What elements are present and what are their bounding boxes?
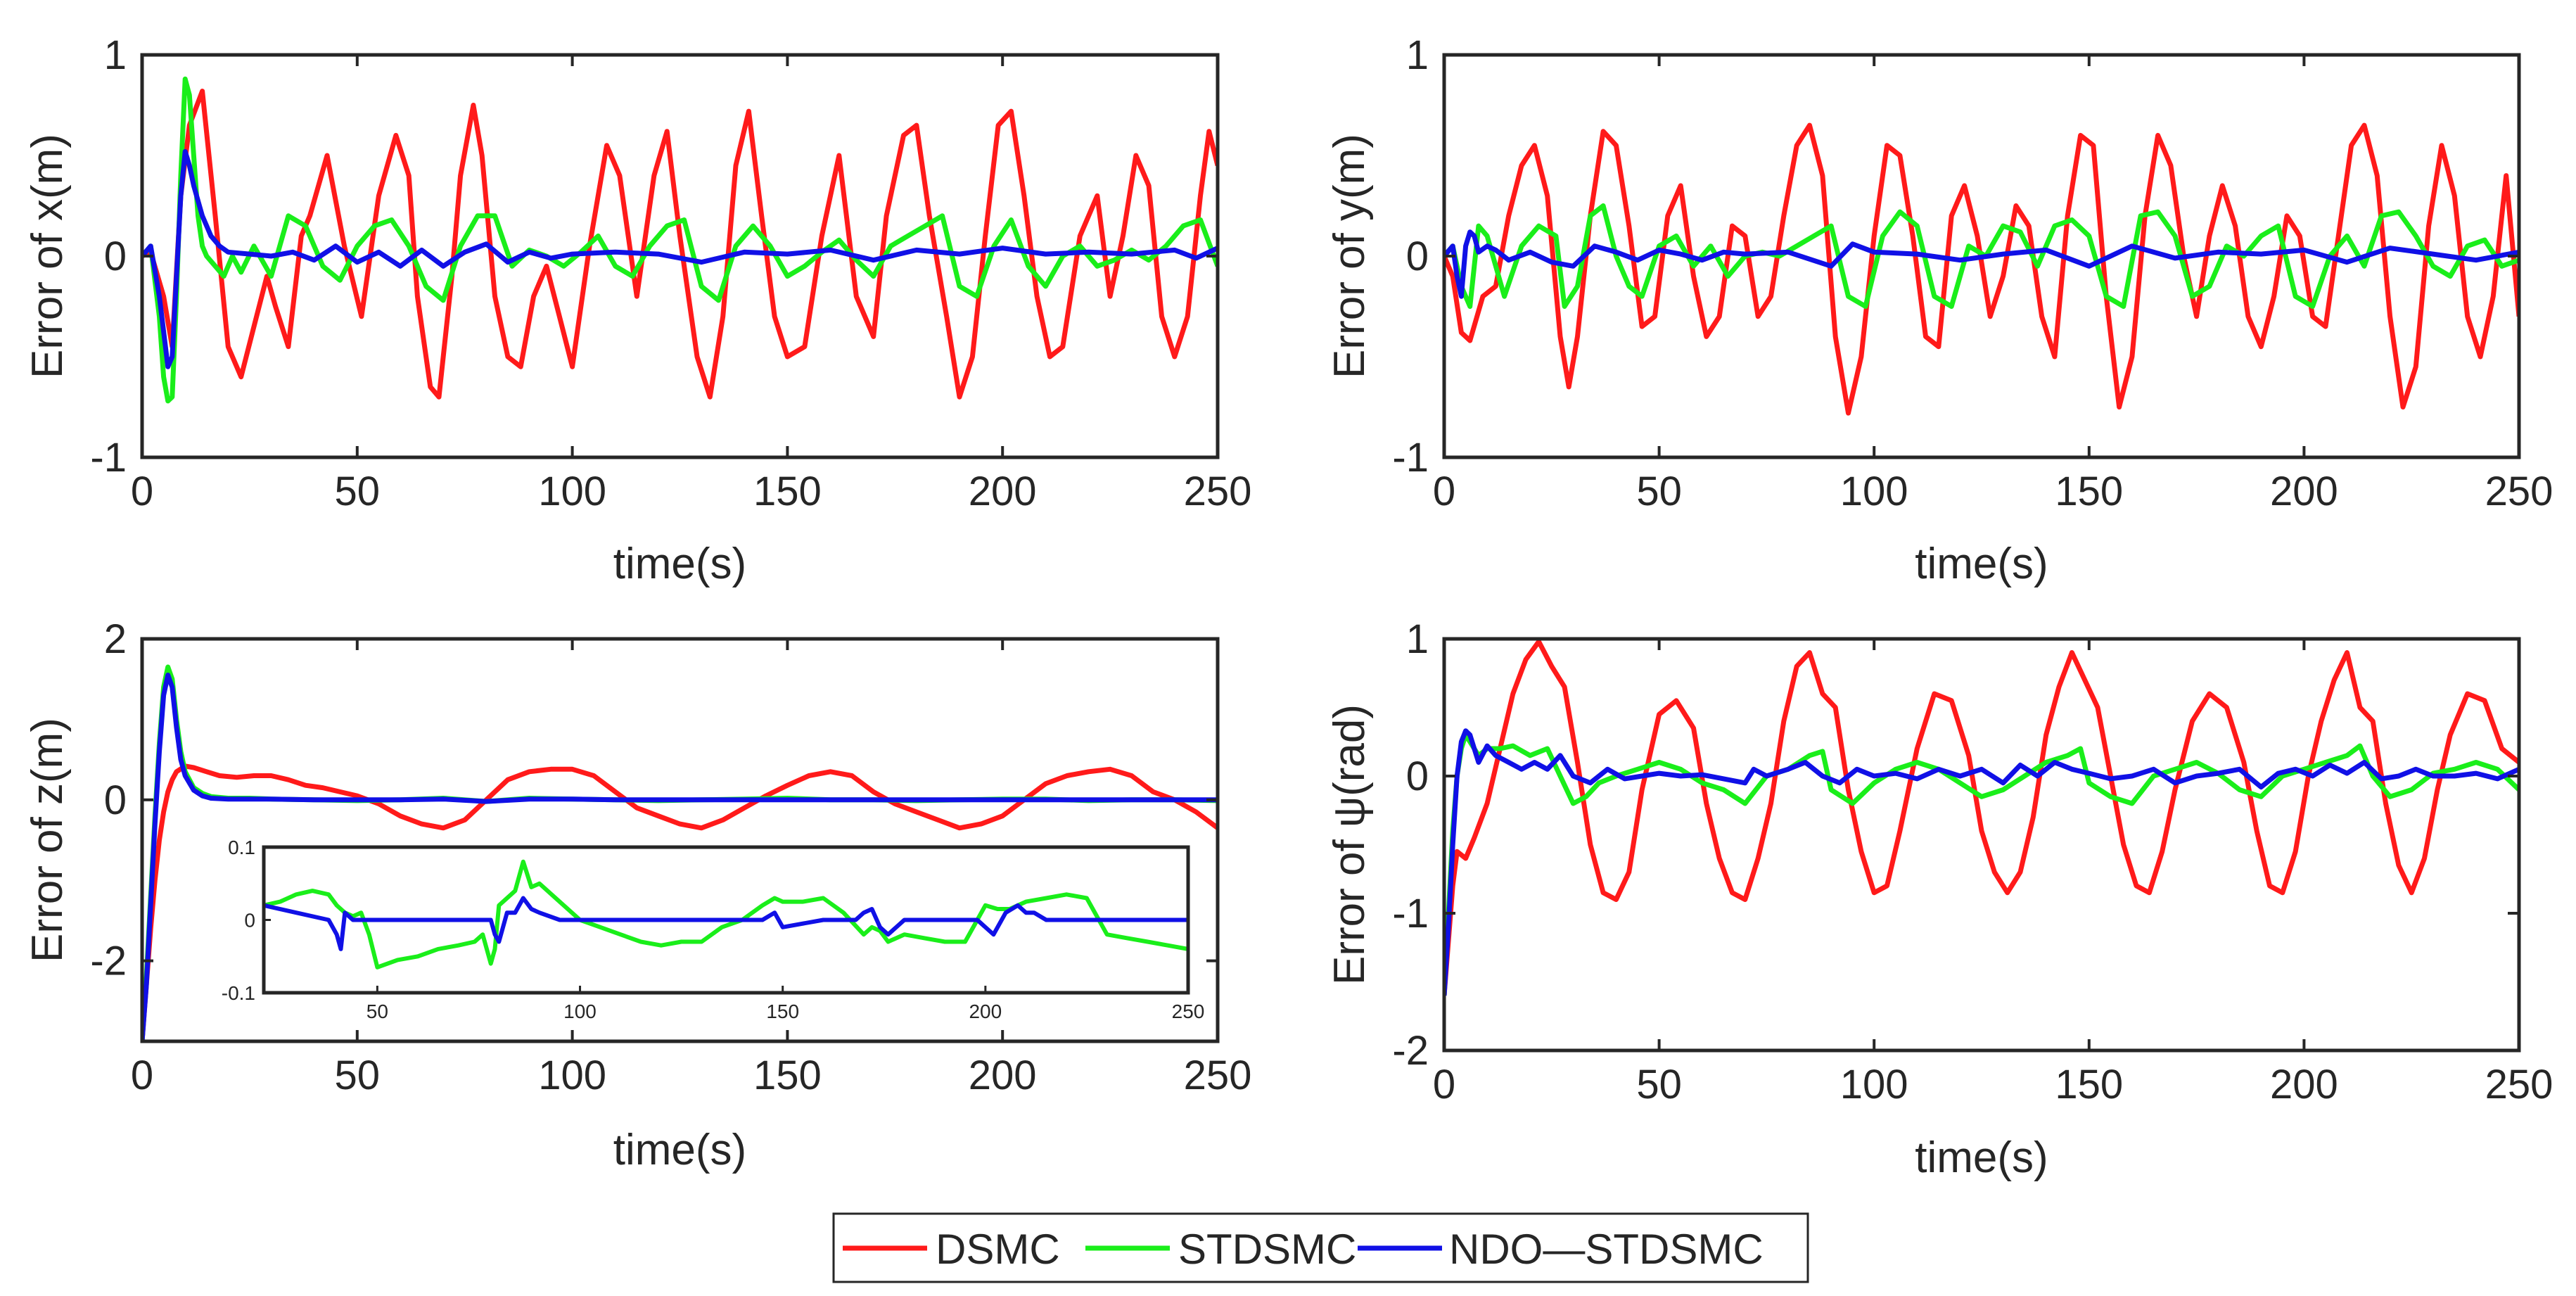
x-tick-label-psi-0: 0 bbox=[1433, 1062, 1455, 1107]
y-axis-label-y: Error of y(m) bbox=[1325, 134, 1374, 379]
x-tick-label-x-50: 50 bbox=[335, 469, 381, 514]
legend: DSMC STDSMC NDO—STDSMC bbox=[832, 1212, 1809, 1283]
inset-series-group bbox=[264, 859, 1188, 970]
x-tick-label-z-50: 50 bbox=[335, 1053, 381, 1098]
y-tick-label-psi-0: 0 bbox=[1406, 754, 1429, 799]
x-axis-label-z: time(s) bbox=[613, 1126, 746, 1174]
y-tick-label-psi--1: -1 bbox=[1392, 891, 1429, 936]
y-tick-label-y-0: 0 bbox=[1406, 234, 1429, 279]
legend-label-ndo-stdsmc: NDO—STDSMC bbox=[1449, 1226, 1764, 1273]
series-line-psi-ndo-stdsmc bbox=[1444, 728, 2519, 996]
series-line-z-dsmc bbox=[142, 763, 1218, 1041]
y-tick-label-y-1: 1 bbox=[1406, 32, 1429, 78]
legend-label-stdsmc: STDSMC bbox=[1178, 1226, 1356, 1273]
legend-label-dsmc: DSMC bbox=[936, 1226, 1060, 1273]
inset-y-tick-label-0.1: 0.1 bbox=[228, 837, 255, 858]
inset-x-tick-label-50: 50 bbox=[366, 1000, 388, 1022]
inset-y-tick-label--0.1: -0.1 bbox=[222, 982, 255, 1004]
panel-psi: 0 50 100 150 200 250 -2 -1 0 1 time(s) Error of ψ(r… bbox=[1325, 616, 2553, 1182]
series-line-y-ndo-stdsmc bbox=[1444, 229, 2519, 299]
axes-z: 0 50 100 150 200 250 -2 0 2 time(s) Error of z(m) bbox=[23, 616, 1251, 1174]
x-tick-label-x-250: 250 bbox=[1184, 469, 1252, 514]
x-tick-label-z-0: 0 bbox=[131, 1053, 153, 1098]
x-tick-label-psi-250: 250 bbox=[2485, 1062, 2553, 1107]
inset-series-line-stdsmc bbox=[264, 859, 1188, 970]
x-tick-label-z-150: 150 bbox=[753, 1053, 822, 1098]
y-tick-label-z-2: 2 bbox=[104, 616, 127, 662]
y-tick-label-x--1: -1 bbox=[90, 435, 127, 481]
inset-x-tick-label-100: 100 bbox=[563, 1000, 597, 1022]
y-tick-label-psi-1: 1 bbox=[1406, 616, 1429, 662]
x-tick-label-y-250: 250 bbox=[2485, 469, 2553, 514]
x-tick-label-y-0: 0 bbox=[1433, 469, 1455, 514]
series-group-y bbox=[1444, 122, 2519, 416]
x-tick-label-z-100: 100 bbox=[538, 1053, 606, 1098]
x-tick-label-psi-100: 100 bbox=[1840, 1062, 1908, 1107]
y-axis-label-psi: Error of ψ(rad) bbox=[1325, 704, 1374, 985]
x-axis-label-psi: time(s) bbox=[1915, 1133, 2048, 1182]
y-tick-label-y--1: -1 bbox=[1392, 435, 1429, 481]
series-line-x-ndo-stdsmc bbox=[142, 148, 1218, 369]
x-tick-label-z-200: 200 bbox=[969, 1053, 1037, 1098]
plot-area-x bbox=[142, 76, 1218, 404]
series-line-z-ndo-stdsmc bbox=[142, 673, 1218, 1041]
y-axis-label-z: Error of z(m) bbox=[23, 718, 72, 963]
inset-x-tick-label-200: 200 bbox=[969, 1000, 1002, 1022]
x-tick-label-x-0: 0 bbox=[131, 469, 153, 514]
x-tick-label-psi-150: 150 bbox=[2055, 1062, 2123, 1107]
y-tick-label-x-0: 0 bbox=[104, 234, 127, 279]
axes-psi: 0 50 100 150 200 250 -2 -1 0 1 time(s) Error of ψ(r… bbox=[1325, 616, 2553, 1182]
x-tick-label-y-50: 50 bbox=[1636, 469, 1682, 514]
y-tick-label-z--2: -2 bbox=[90, 939, 127, 984]
inset-x-tick-label-150: 150 bbox=[766, 1000, 799, 1022]
x-tick-label-y-200: 200 bbox=[2270, 469, 2338, 514]
series-line-y-dsmc bbox=[1444, 122, 2519, 416]
inset-x-tick-label-250: 250 bbox=[1172, 1000, 1205, 1022]
axes-frame-z bbox=[140, 637, 1220, 1043]
plot-area-z bbox=[142, 664, 1218, 1041]
inset-series-line-ndo-stdsmc bbox=[264, 896, 1188, 951]
axes-frame-psi bbox=[1442, 637, 2521, 1053]
x-axis-label-y: time(s) bbox=[1915, 540, 2048, 588]
plot-area-y bbox=[1444, 122, 2519, 416]
plot-area-psi bbox=[1444, 639, 2519, 996]
inset-y-tick-label-0: 0 bbox=[244, 910, 255, 932]
y-tick-label-z-0: 0 bbox=[104, 777, 127, 823]
series-line-psi-dsmc bbox=[1444, 639, 2519, 996]
legend-box bbox=[832, 1212, 1809, 1283]
inset-z: 50 100 150 200 250 -0.1 0 0.1 bbox=[222, 837, 1205, 1022]
series-group-x bbox=[142, 76, 1218, 404]
series-line-y-stdsmc bbox=[1444, 203, 2519, 309]
y-axis-label-x: Error of x(m) bbox=[23, 134, 72, 379]
x-tick-label-x-200: 200 bbox=[969, 469, 1037, 514]
series-group-psi bbox=[1444, 639, 2519, 996]
x-tick-label-psi-50: 50 bbox=[1636, 1062, 1682, 1107]
series-line-psi-stdsmc bbox=[1444, 732, 2519, 996]
x-tick-label-x-100: 100 bbox=[538, 469, 606, 514]
series-line-x-dsmc bbox=[142, 89, 1218, 400]
x-axis-label-x: time(s) bbox=[613, 540, 746, 588]
y-tick-label-x-1: 1 bbox=[104, 32, 127, 78]
x-tick-label-psi-200: 200 bbox=[2270, 1062, 2338, 1107]
x-tick-label-y-100: 100 bbox=[1840, 469, 1908, 514]
series-group-z bbox=[142, 664, 1218, 1041]
x-tick-label-z-250: 250 bbox=[1184, 1053, 1252, 1098]
y-tick-label-psi--2: -2 bbox=[1392, 1028, 1429, 1074]
x-tick-label-y-150: 150 bbox=[2055, 469, 2123, 514]
x-tick-label-x-150: 150 bbox=[753, 469, 822, 514]
